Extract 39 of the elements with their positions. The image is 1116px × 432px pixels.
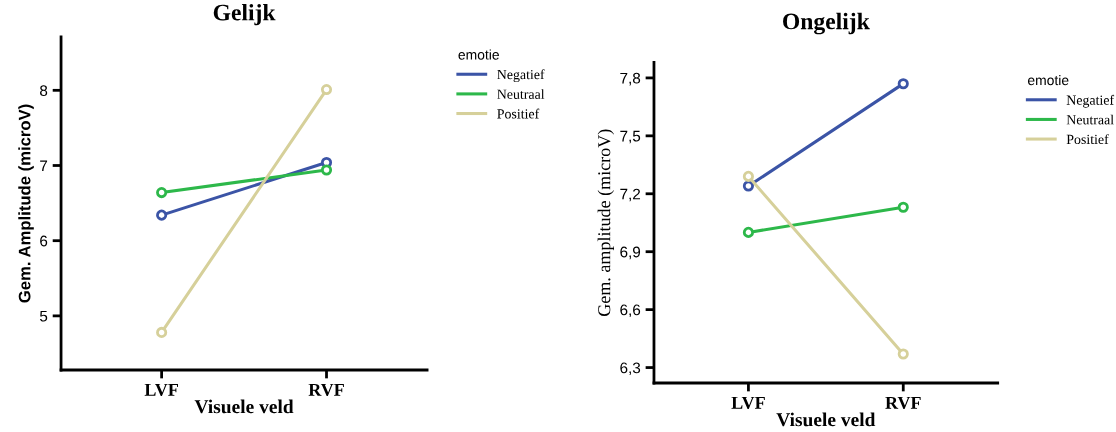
legend-label: Negatief — [1066, 94, 1115, 108]
legend-label: Neutraal — [1066, 114, 1114, 125]
legend-label: Positief — [497, 108, 540, 119]
legend-label: Neutraal — [497, 89, 545, 99]
chart-title: Gelijk — [213, 3, 276, 26]
point — [742, 226, 754, 238]
point — [742, 180, 754, 192]
x-axis-title: Visuele veld — [776, 412, 876, 427]
point — [320, 84, 333, 96]
y-tick-label: 5 — [39, 310, 48, 322]
legend-title: emotie — [1027, 74, 1069, 86]
x-tick-label: LVF — [731, 396, 765, 410]
point — [156, 187, 168, 199]
y-tick-label: 7 — [40, 160, 48, 172]
y-tick-label: 8 — [40, 85, 48, 96]
y-tick-label: 6,6 — [620, 304, 641, 318]
point — [156, 326, 168, 338]
y-tick-label: 7,5 — [620, 130, 641, 144]
x-tick-label: RVF — [308, 383, 344, 396]
y-axis-title: Gem. amplitude (microV) — [597, 129, 614, 317]
point — [742, 170, 754, 182]
y-tick-label: 6 — [40, 235, 48, 247]
x-tick-label: RVF — [885, 396, 921, 410]
point — [897, 201, 909, 213]
y-tick-label: 7,8 — [620, 72, 641, 86]
legend-title: emotie — [458, 49, 499, 60]
x-tick-label: LVF — [144, 383, 178, 396]
y-tick-label: 6,3 — [620, 362, 641, 376]
legend-label: Negatief — [497, 69, 545, 83]
legend-label: Positief — [1066, 134, 1109, 145]
y-tick-label: 7,2 — [620, 188, 641, 202]
y-tick-label: 6,9 — [620, 246, 641, 260]
chart-title: Ongelijk — [783, 12, 870, 35]
point — [897, 348, 909, 360]
point — [156, 209, 168, 221]
y-axis-title: Gem. Amplitude (microV) — [18, 104, 34, 303]
point — [897, 78, 909, 90]
x-axis-title: Visuele veld — [194, 399, 294, 414]
point — [320, 164, 333, 176]
